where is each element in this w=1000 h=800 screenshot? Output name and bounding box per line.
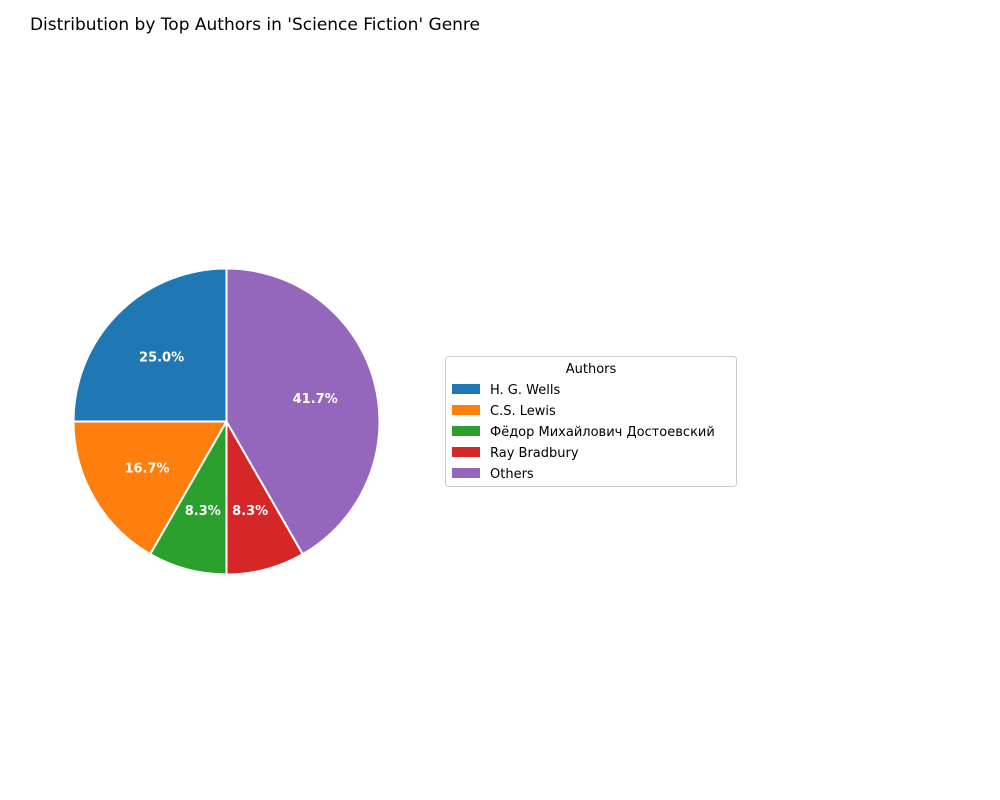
pie-slice-1 (72, 420, 228, 556)
slice-percent-label-0: 25.0% (139, 351, 184, 366)
slice-percent-label-3: 8.3% (232, 504, 268, 519)
slice-percent-label-4: 41.7% (293, 392, 338, 407)
pie-slice-4 (225, 267, 381, 556)
legend-label-4: Others (490, 467, 534, 482)
slice-percent-label-1: 16.7% (124, 462, 169, 477)
chart-title: Distribution by Top Authors in 'Science … (30, 15, 480, 35)
legend-swatch-2 (452, 426, 480, 436)
legend-swatch-4 (452, 468, 480, 478)
legend-label-1: C.S. Lewis (490, 404, 556, 419)
legend-title: Authors (566, 362, 617, 377)
legend-items: H. G. Wells C.S. Lewis Фёдор Михайлович До… (452, 383, 715, 482)
legend-swatch-0 (452, 384, 480, 394)
pie-slice-0 (72, 267, 228, 423)
pie-chart: 25.0% 16.7% 8.3% 8.3% 41.7% (72, 267, 381, 576)
legend-label-0: H. G. Wells (490, 383, 560, 398)
legend-label-3: Ray Bradbury (490, 446, 579, 461)
legend-swatch-1 (452, 405, 480, 415)
legend-label-2: Фёдор Михайлович Достоевский (490, 425, 715, 440)
legend-frame (445, 356, 737, 487)
slice-percent-label-2: 8.3% (185, 504, 221, 519)
legend-swatch-3 (452, 447, 480, 457)
legend: Authors H. G. Wells C.S. Lewis Фёдор Михай… (445, 356, 737, 487)
